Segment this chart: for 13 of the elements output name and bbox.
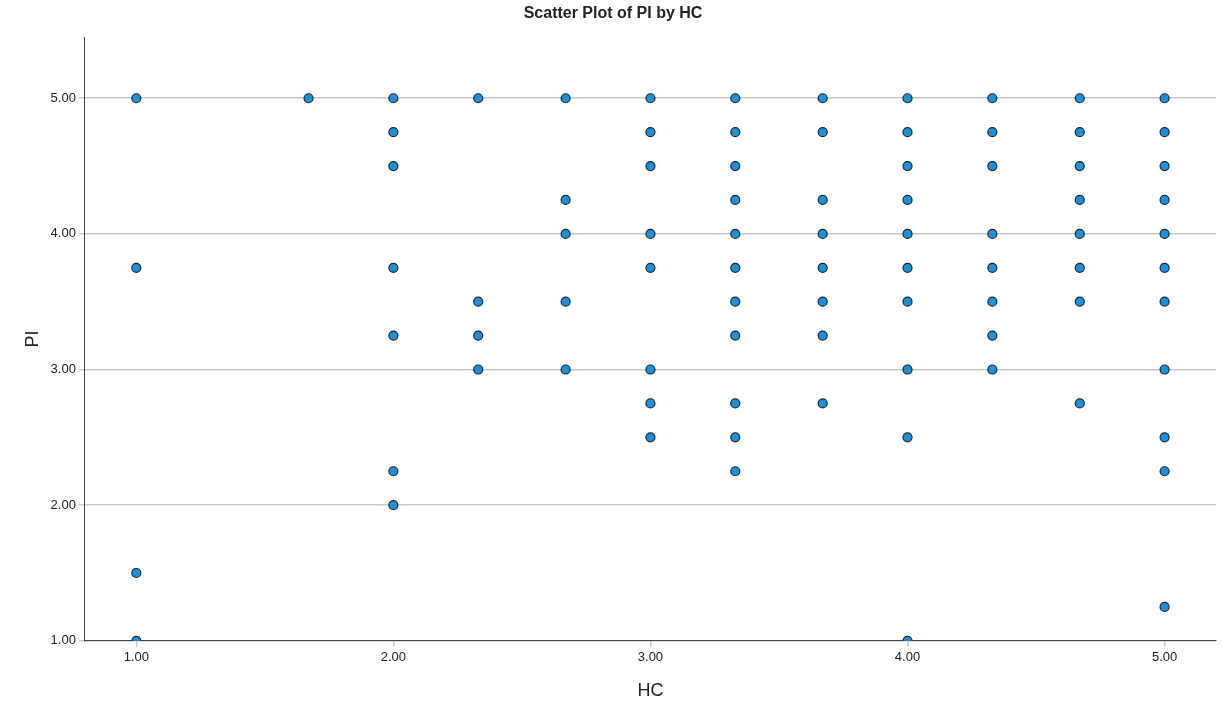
x-tick-label: 3.00 bbox=[637, 649, 664, 665]
y-tick-label: 2.00 bbox=[50, 496, 76, 512]
x-axis-title: HC bbox=[637, 680, 664, 701]
y-axis-title: PI bbox=[21, 330, 42, 348]
y-tick-label: 3.00 bbox=[50, 361, 76, 377]
y-tick-label: 4.00 bbox=[50, 225, 76, 241]
x-tick-label: 2.00 bbox=[380, 649, 407, 665]
x-tick-label: 5.00 bbox=[1151, 649, 1178, 665]
x-tick-label: 4.00 bbox=[894, 649, 921, 665]
chart-title: Scatter Plot of PI by HC bbox=[523, 4, 703, 22]
y-tick-label: 5.00 bbox=[50, 89, 76, 105]
y-tick-label: 1.00 bbox=[50, 632, 76, 648]
x-tick-label: 1.00 bbox=[123, 649, 149, 665]
